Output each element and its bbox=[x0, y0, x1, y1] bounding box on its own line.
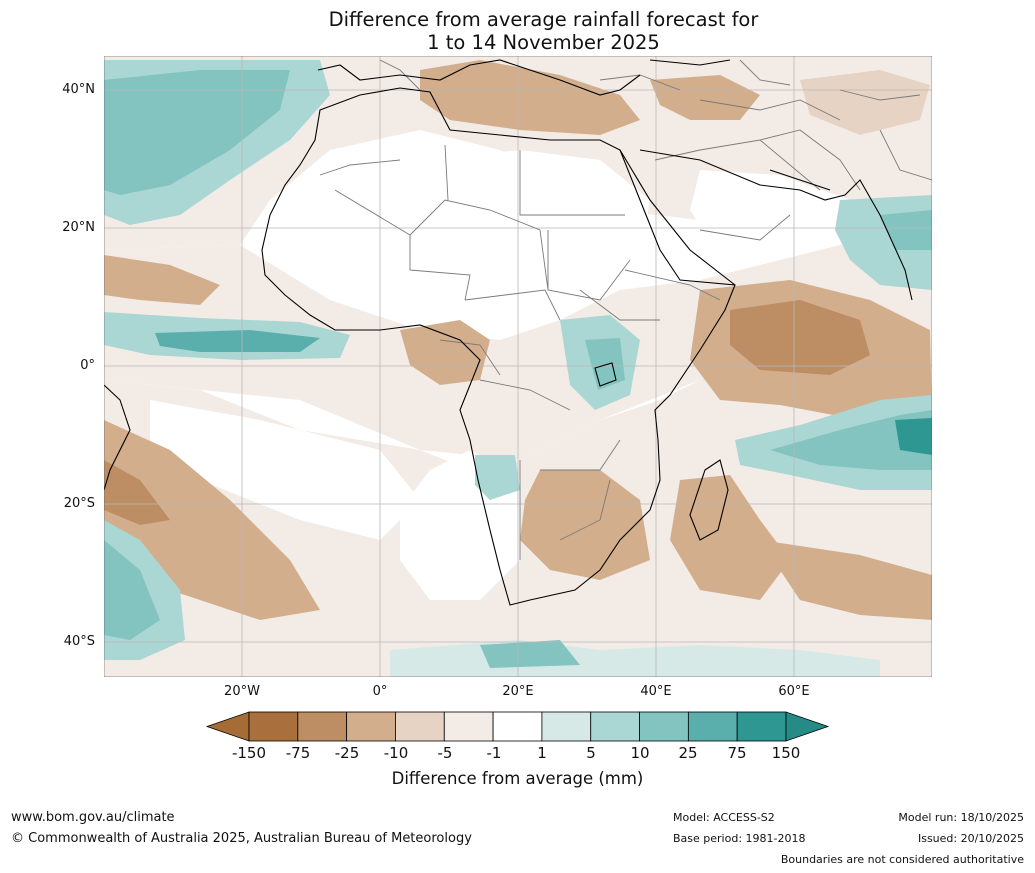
colorbar-tick-label: -25 bbox=[334, 744, 360, 762]
colorbar-segment bbox=[590, 711, 640, 742]
africa-coastline bbox=[261, 87, 736, 606]
graticule bbox=[104, 56, 932, 677]
footer-disclaimer: Boundaries are not considered authoritat… bbox=[780, 853, 1024, 866]
lat-label-0: 0° bbox=[80, 358, 95, 373]
anomaly-wet-southern-ocean-inner bbox=[480, 640, 580, 668]
map-title: Difference from average rainfall forecas… bbox=[0, 8, 1035, 54]
lake-victoria bbox=[594, 362, 617, 387]
colorbar-tick-label: -5 bbox=[437, 744, 453, 762]
colorbar-segment bbox=[639, 711, 689, 742]
footer-website-link[interactable]: www.bom.gov.au/climate bbox=[11, 810, 175, 825]
colorbar-segment bbox=[541, 711, 592, 742]
colorbar-tick-label: -1 bbox=[486, 744, 502, 762]
colorbar-segment bbox=[248, 711, 299, 742]
anomaly-wet-southwest-atlantic-inner bbox=[104, 540, 160, 640]
anomaly-dry-caspian bbox=[800, 70, 930, 135]
europe-coastline bbox=[317, 59, 641, 96]
arabia-coastline bbox=[639, 149, 913, 301]
anomaly-wet-india-inner bbox=[880, 210, 932, 250]
black-sea-coast bbox=[649, 59, 731, 66]
colorbar-segment bbox=[687, 711, 738, 742]
lon-label-0: 0° bbox=[372, 684, 388, 699]
south-america-coastline bbox=[104, 384, 131, 491]
anomaly-wet-indian-ocean-core bbox=[895, 418, 932, 455]
title-line-1: Difference from average rainfall forecas… bbox=[328, 8, 759, 31]
footer-model: Model: ACCESS-S2 bbox=[673, 811, 775, 824]
anomaly-dry-mediterranean bbox=[420, 60, 640, 135]
red-sea-coast bbox=[619, 149, 736, 286]
lat-label-20s: 20°S bbox=[63, 496, 95, 511]
colorbar-segment bbox=[346, 711, 396, 742]
colorbar-title: Difference from average (mm) bbox=[391, 769, 644, 788]
persian-gulf-coast bbox=[769, 169, 831, 191]
colorbar-extend-low bbox=[205, 711, 250, 742]
colorbar-segment bbox=[395, 711, 445, 742]
madagascar-coastline bbox=[689, 459, 729, 541]
colorbar-tick-label: 10 bbox=[630, 744, 650, 762]
anomaly-dry-southern-africa bbox=[520, 470, 650, 580]
colorbar-segment bbox=[736, 711, 787, 742]
lon-label-20e: 20°E bbox=[502, 684, 534, 699]
colorbar-tick-label: 25 bbox=[678, 744, 698, 762]
anomaly-dry-sahel bbox=[104, 255, 220, 305]
anomaly-neutral-arabia bbox=[690, 170, 860, 250]
footer-copyright: © Commonwealth of Australia 2025, Austra… bbox=[11, 831, 472, 846]
colorbar-segment bbox=[492, 711, 543, 742]
country-boundaries bbox=[319, 59, 932, 560]
colorbar-tick-label: 75 bbox=[727, 744, 747, 762]
footer-model-run: Model run: 18/10/2025 bbox=[898, 811, 1024, 824]
colorbar-tick-label: 150 bbox=[771, 744, 801, 762]
lon-label-60e: 60°E bbox=[778, 684, 810, 699]
anomaly-wet-north-atlantic-inner bbox=[104, 70, 290, 195]
anomaly-dry-madagascar bbox=[670, 475, 790, 600]
colorbar-extend-high bbox=[785, 711, 830, 742]
footer-issued: Issued: 20/10/2025 bbox=[917, 832, 1024, 845]
anomaly-dry-gabon bbox=[400, 320, 490, 385]
anomaly-strong-dry-east-africa bbox=[730, 300, 870, 375]
colorbar bbox=[205, 711, 830, 742]
title-line-2: 1 to 14 November 2025 bbox=[427, 31, 660, 54]
anomaly-dry-south-indian bbox=[760, 540, 932, 620]
coastlines bbox=[104, 59, 913, 606]
lat-label-20n: 20°N bbox=[62, 220, 95, 235]
footer-base-period: Base period: 1981-2018 bbox=[673, 832, 806, 845]
colorbar-segment bbox=[297, 711, 348, 742]
anomaly-neutral-atlantic bbox=[150, 400, 420, 540]
colorbar-tick-label: -10 bbox=[383, 744, 409, 762]
lon-label-40e: 40°E bbox=[640, 684, 672, 699]
anomaly-wet-angola bbox=[475, 455, 520, 500]
anomaly-strong-dry-atlantic bbox=[104, 460, 170, 525]
colorbar-tick-label: -150 bbox=[231, 744, 267, 762]
lon-label-20w: 20°W bbox=[224, 684, 260, 699]
colorbar-tick-label: 1 bbox=[537, 744, 547, 762]
lat-label-40s: 40°S bbox=[63, 634, 95, 649]
colorbar-tick-label: -75 bbox=[285, 744, 311, 762]
lat-label-40n: 40°N bbox=[62, 82, 95, 97]
rainfall-map bbox=[104, 56, 932, 677]
anomaly-wet-indian-ocean-inner bbox=[770, 410, 932, 470]
anomaly-wet-equatorial-atlantic-inner bbox=[155, 330, 320, 352]
colorbar-segment bbox=[443, 711, 494, 742]
anomaly-dry-turkey bbox=[650, 75, 760, 120]
colorbar-tick-label: 5 bbox=[586, 744, 596, 762]
